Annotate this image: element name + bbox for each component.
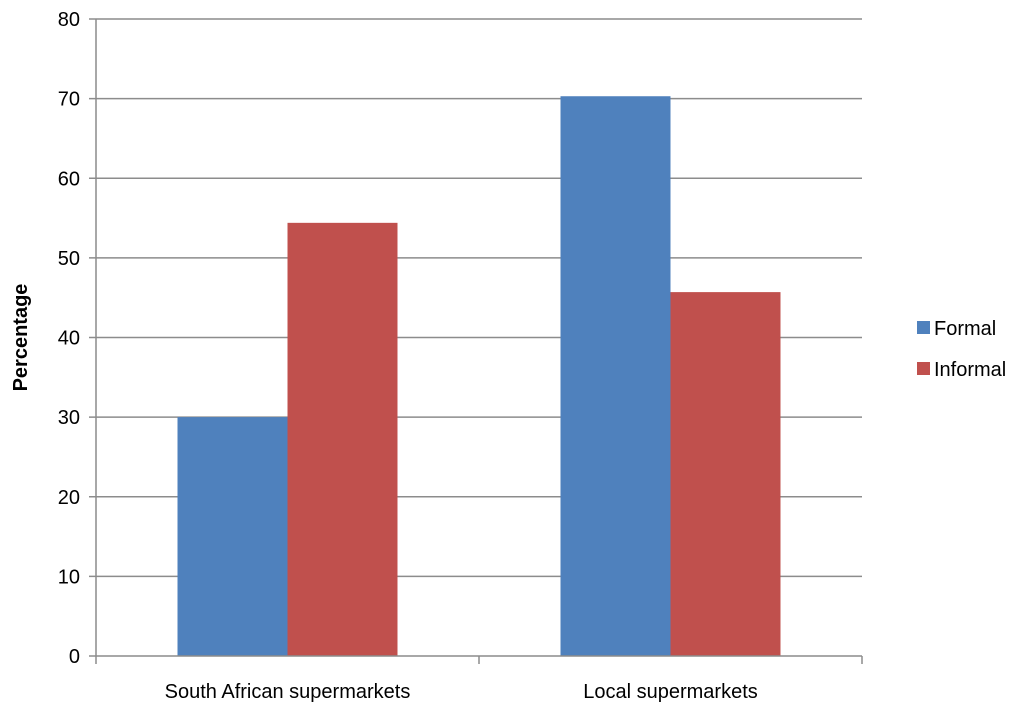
y-tick-label: 20	[58, 487, 80, 509]
y-tick-label: 80	[58, 9, 80, 31]
bar-formal-0	[177, 417, 288, 656]
legend-label-formal: Formal	[934, 318, 996, 340]
bar-formal-1	[560, 96, 671, 656]
y-tick-label: 40	[58, 328, 80, 350]
legend: Formal Informal	[917, 318, 1006, 381]
legend-swatch-informal	[917, 362, 930, 375]
y-tick-label: 70	[58, 89, 80, 111]
bars	[177, 96, 781, 656]
y-tick-label: 60	[58, 168, 80, 190]
x-tick-labels: South African supermarkets Local supermar…	[165, 681, 758, 703]
axes	[89, 18, 863, 664]
y-tick-label: 30	[58, 407, 80, 429]
y-tick-label: 10	[58, 566, 80, 588]
y-tick-label: 0	[69, 646, 80, 668]
legend-swatch-formal	[917, 321, 930, 334]
x-tick-label: Local supermarkets	[583, 681, 758, 702]
y-tick-labels: 0 10 20 30 40 50 60 70 80	[58, 9, 80, 668]
bar-informal-0	[287, 222, 398, 656]
x-tick-label: South African supermarkets	[165, 681, 411, 702]
bar-informal-1	[670, 292, 781, 656]
legend-label-informal: Informal	[934, 359, 1006, 381]
y-tick-label: 50	[58, 248, 80, 270]
y-axis-title: Percentage	[10, 284, 32, 392]
